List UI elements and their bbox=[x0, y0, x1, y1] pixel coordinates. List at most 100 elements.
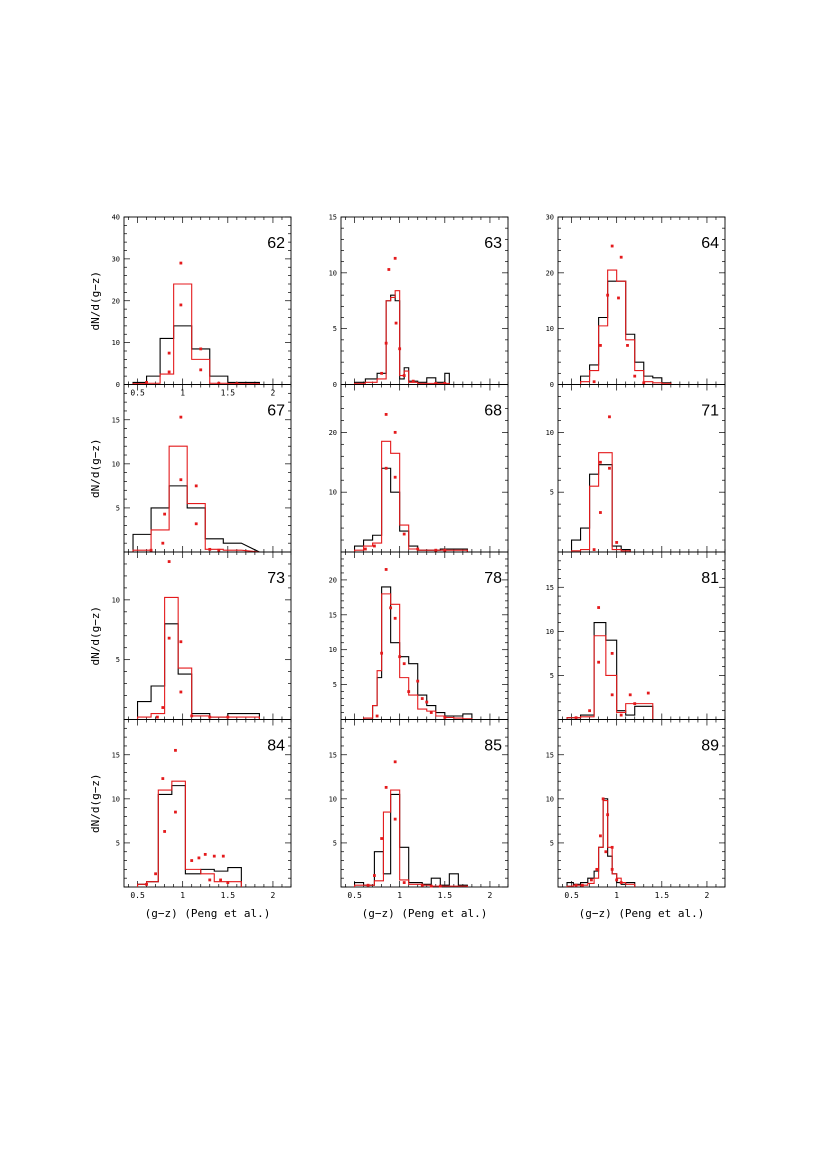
x-tick-label: 2 bbox=[271, 389, 276, 398]
data-point bbox=[642, 381, 646, 385]
data-point bbox=[373, 874, 376, 877]
data-point bbox=[610, 693, 614, 697]
data-point bbox=[387, 268, 391, 271]
panel-frame bbox=[557, 719, 726, 888]
y-tick-label: 15 bbox=[112, 416, 120, 424]
data-point bbox=[646, 691, 650, 695]
x-axis-title: (g−z) (Peng et al.) bbox=[145, 907, 271, 920]
histogram-model-63 bbox=[353, 290, 450, 385]
y-tick-label: 15 bbox=[329, 751, 337, 759]
panel-label: 81 bbox=[701, 570, 719, 587]
data-point bbox=[420, 883, 424, 887]
data-point bbox=[190, 714, 194, 718]
data-point bbox=[633, 374, 637, 378]
panel-frame bbox=[340, 384, 509, 553]
data-point bbox=[597, 660, 601, 664]
x-tick-label: 1.5 bbox=[655, 891, 670, 900]
data-point bbox=[606, 813, 610, 817]
panel-label: 63 bbox=[484, 235, 502, 252]
data-point bbox=[599, 511, 602, 514]
panel-81: 5 10 15 81 bbox=[546, 551, 726, 720]
data-point bbox=[574, 716, 578, 720]
data-point bbox=[599, 460, 602, 464]
data-point bbox=[610, 651, 614, 655]
data-point bbox=[393, 616, 397, 620]
y-tick-label: 20 bbox=[546, 269, 554, 277]
y-tick-label: 5 bbox=[116, 656, 120, 664]
data-point bbox=[402, 532, 406, 536]
x-tick-label: 2 bbox=[488, 891, 493, 900]
y-tick-label: 10 bbox=[329, 489, 337, 497]
y-tick-label: 10 bbox=[546, 628, 554, 636]
y-tick-label: 0 bbox=[333, 381, 337, 389]
data-point bbox=[393, 256, 397, 260]
y-tick-label: 5 bbox=[550, 672, 554, 680]
panel-frame bbox=[123, 719, 292, 888]
data-point bbox=[416, 547, 420, 551]
data-point bbox=[619, 255, 623, 259]
panel-label: 62 bbox=[267, 235, 285, 252]
x-tick-label: 1.5 bbox=[221, 891, 236, 900]
data-point bbox=[592, 380, 596, 384]
y-axis-title: dN/d(g−z) bbox=[89, 438, 102, 498]
data-point bbox=[174, 748, 177, 752]
data-point bbox=[588, 709, 591, 713]
y-tick-label: 5 bbox=[116, 504, 120, 512]
data-point bbox=[617, 296, 620, 300]
data-point bbox=[384, 341, 388, 345]
x-tick-label: 2 bbox=[271, 891, 276, 900]
data-point bbox=[429, 884, 433, 888]
data-point bbox=[219, 878, 222, 882]
data-point bbox=[167, 560, 171, 563]
data-point bbox=[604, 850, 608, 854]
y-tick-label: 10 bbox=[329, 795, 337, 803]
data-point bbox=[203, 852, 207, 856]
y-tick-label: 10 bbox=[112, 339, 120, 347]
data-point bbox=[595, 867, 599, 871]
y-tick-label: 5 bbox=[333, 839, 337, 847]
y-tick-label: 10 bbox=[546, 325, 554, 333]
data-point bbox=[149, 548, 153, 552]
x-tick-label: 1.5 bbox=[221, 389, 236, 398]
y-tick-label: 5 bbox=[333, 325, 337, 333]
y-tick-label: 0 bbox=[116, 381, 120, 389]
x-axis-title: (g−z) (Peng et al.) bbox=[579, 907, 705, 920]
data-point bbox=[179, 690, 183, 694]
y-tick-label: 0 bbox=[550, 381, 554, 389]
data-point bbox=[190, 859, 194, 862]
x-tick-label: 1 bbox=[614, 891, 619, 900]
data-point bbox=[407, 690, 411, 693]
data-point bbox=[217, 548, 221, 552]
data-point bbox=[145, 882, 148, 886]
histogram-observed-81 bbox=[566, 621, 654, 720]
panel-label: 89 bbox=[701, 738, 719, 755]
y-tick-label: 15 bbox=[329, 214, 337, 222]
data-point bbox=[610, 845, 614, 849]
data-point bbox=[375, 714, 379, 718]
y-tick-label: 5 bbox=[116, 839, 120, 847]
histogram-model-62 bbox=[132, 283, 260, 385]
data-point bbox=[434, 548, 438, 552]
y-tick-label: 20 bbox=[329, 576, 337, 584]
histogram-model-89 bbox=[566, 800, 636, 887]
data-point bbox=[179, 261, 183, 265]
data-point bbox=[366, 883, 370, 887]
data-point bbox=[221, 854, 225, 858]
y-tick-label: 10 bbox=[112, 460, 120, 468]
histogram-observed-62 bbox=[132, 325, 260, 385]
data-point bbox=[402, 662, 406, 666]
y-tick-label: 10 bbox=[329, 269, 337, 277]
histogram-observed-68 bbox=[353, 467, 468, 552]
data-point bbox=[393, 817, 397, 821]
data-point bbox=[610, 244, 614, 248]
data-point bbox=[174, 810, 177, 814]
data-point bbox=[425, 700, 429, 704]
histogram-observed-71 bbox=[570, 464, 631, 552]
data-point bbox=[592, 548, 596, 552]
panel-frame bbox=[557, 384, 726, 553]
data-point bbox=[443, 716, 447, 719]
panel-label: 78 bbox=[484, 570, 502, 587]
data-point bbox=[194, 522, 198, 526]
data-point bbox=[226, 715, 230, 719]
